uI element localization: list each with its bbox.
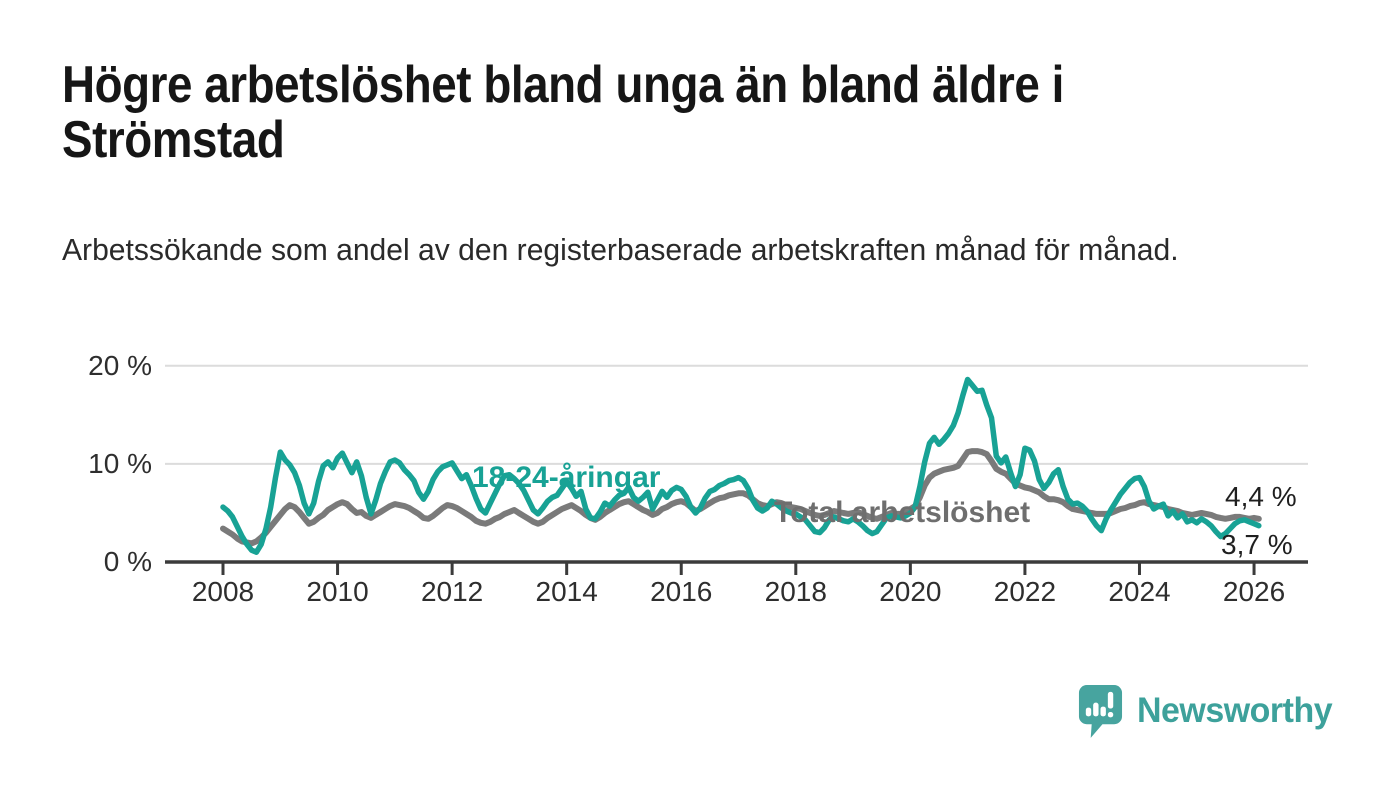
title-line-1: Högre arbetslöshet bland unga än bland ä… (62, 56, 1064, 114)
chart-subtitle: Arbetssökande som andel av den registerb… (62, 232, 1179, 267)
x-tick-label: 2022 (993, 576, 1057, 607)
x-tick-label: 2014 (535, 576, 598, 607)
x-tick-label: 2012 (420, 576, 484, 607)
newsworthy-logo-text: Newsworthy (1136, 691, 1333, 730)
newsworthy-logo-icon (1078, 685, 1122, 738)
newsworthy-logo: Newsworthy (1077, 683, 1338, 739)
y-tick-label: 0 % (103, 546, 152, 577)
series-label-young: 18-24-åringar (472, 461, 661, 494)
x-tick-label: 2018 (764, 576, 827, 607)
x-tick-label: 2026 (1222, 576, 1286, 607)
series-label-total: Total arbetslöshet (774, 496, 1031, 529)
end-value-young: 3,7 % (1221, 529, 1293, 560)
x-tick-label: 2020 (879, 576, 942, 607)
x-tick-label: 2008 (191, 576, 255, 607)
x-tick-label: 2010 (306, 576, 369, 607)
page-title: Högre arbetslöshet bland unga än bland ä… (62, 58, 1064, 167)
end-value-total: 4,4 % (1225, 481, 1297, 512)
y-tick-label: 20 % (88, 349, 152, 381)
y-tick-label: 10 % (88, 447, 152, 479)
x-tick-label: 2024 (1108, 576, 1171, 607)
title-line-2: Strömstad (62, 110, 285, 169)
x-tick-label: 2016 (650, 576, 713, 607)
